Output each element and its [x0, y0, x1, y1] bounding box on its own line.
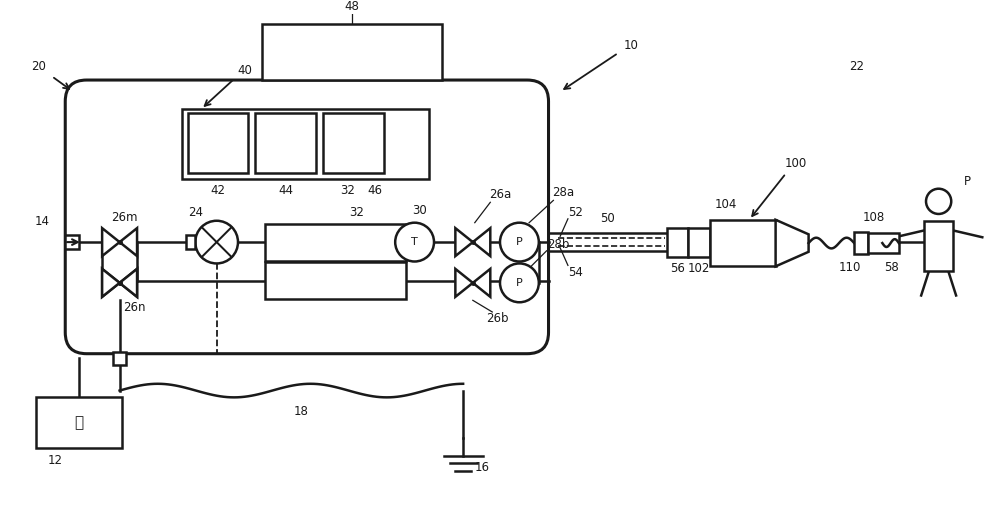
Text: 46: 46	[367, 184, 382, 197]
Circle shape	[500, 223, 539, 262]
Bar	[688, 228, 710, 257]
Bar	[323, 113, 384, 173]
Bar	[186, 235, 195, 249]
Bar	[113, 352, 126, 365]
Polygon shape	[102, 228, 120, 256]
Text: 10: 10	[624, 39, 638, 52]
Bar	[265, 263, 406, 299]
Text: 58: 58	[884, 261, 898, 274]
Bar	[255, 113, 316, 173]
Circle shape	[195, 221, 238, 264]
Text: 源: 源	[74, 415, 83, 430]
Text: 44: 44	[278, 184, 293, 197]
Bar	[182, 109, 429, 179]
Text: 40: 40	[237, 64, 252, 77]
Bar	[65, 235, 79, 249]
Bar	[710, 220, 776, 266]
Text: 20: 20	[32, 60, 46, 73]
Text: 28b: 28b	[547, 238, 569, 251]
Text: 32: 32	[349, 206, 364, 219]
Text: 26b: 26b	[486, 312, 508, 325]
Polygon shape	[455, 269, 473, 297]
Polygon shape	[120, 269, 137, 297]
Text: 110: 110	[839, 261, 862, 274]
Text: 104: 104	[715, 198, 737, 211]
Text: 12: 12	[48, 454, 63, 467]
Bar	[188, 113, 248, 173]
Text: 32: 32	[340, 184, 355, 197]
Bar	[924, 221, 953, 271]
Polygon shape	[102, 269, 120, 297]
Text: P: P	[516, 278, 523, 288]
Text: 52: 52	[568, 206, 583, 219]
Text: 30: 30	[412, 204, 427, 217]
Text: 100: 100	[785, 157, 807, 170]
Text: P: P	[964, 175, 971, 188]
Polygon shape	[455, 228, 473, 256]
Text: 26a: 26a	[489, 188, 511, 201]
Text: 26n: 26n	[123, 301, 145, 314]
Bar	[667, 228, 688, 257]
Bar	[868, 233, 899, 253]
Polygon shape	[102, 269, 120, 297]
Text: 28a: 28a	[552, 186, 574, 199]
Text: 16: 16	[475, 461, 490, 474]
Polygon shape	[473, 269, 490, 297]
Polygon shape	[120, 228, 137, 256]
Text: T: T	[411, 237, 418, 247]
Bar	[36, 397, 122, 448]
Text: 48: 48	[345, 0, 359, 13]
Text: 56: 56	[670, 262, 685, 275]
Text: 50: 50	[600, 212, 615, 226]
Text: 54: 54	[568, 266, 583, 279]
Text: P: P	[516, 237, 523, 247]
Text: 22: 22	[850, 60, 865, 73]
Text: 102: 102	[688, 262, 710, 275]
Text: 42: 42	[210, 184, 225, 197]
Polygon shape	[120, 269, 137, 297]
Text: 14: 14	[34, 215, 49, 228]
FancyBboxPatch shape	[65, 80, 549, 354]
Bar	[854, 232, 868, 254]
Text: 26m: 26m	[111, 211, 138, 224]
Polygon shape	[776, 220, 809, 266]
Text: 24: 24	[188, 206, 203, 219]
Circle shape	[500, 264, 539, 302]
Bar	[262, 24, 442, 80]
Text: 18: 18	[294, 406, 309, 419]
Circle shape	[395, 223, 434, 262]
Circle shape	[926, 189, 951, 214]
Text: 108: 108	[862, 211, 885, 224]
Polygon shape	[473, 228, 490, 256]
Bar	[265, 223, 406, 260]
